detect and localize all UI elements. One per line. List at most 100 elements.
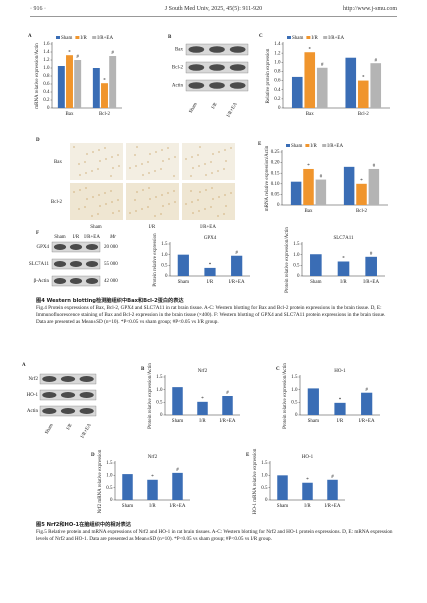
y-tick-label: 0.2 [274, 97, 281, 102]
ihc-image [70, 143, 123, 180]
legend-swatch [56, 36, 60, 39]
blot-band [85, 261, 99, 267]
stain-dot [198, 165, 200, 167]
stain-dot [86, 198, 88, 200]
significance-mark: # [320, 175, 323, 180]
significance-mark: * [339, 398, 342, 403]
y-tick-label: 1.2 [274, 51, 281, 56]
y-tick-label: 0 [165, 274, 168, 279]
x-tick-label: Bcl-2 [356, 209, 368, 214]
bar [290, 181, 302, 205]
bar [109, 56, 117, 108]
bar [315, 179, 327, 205]
significance-mark: # [76, 55, 79, 60]
blot-band [79, 408, 94, 414]
x-tick-label: I/R [340, 280, 347, 285]
stain-dot [129, 212, 131, 214]
blot-band [209, 46, 225, 53]
stain-dot [174, 201, 176, 203]
stain-dot [92, 196, 94, 198]
significance-mark: # [176, 468, 179, 473]
y-tick-label: 0 [277, 203, 280, 208]
stain-dot [79, 174, 81, 176]
y-tick-label: 0.4 [274, 88, 281, 93]
significance-mark: * [209, 263, 212, 268]
y-axis-label: Protein relative expression/Actin [285, 227, 290, 293]
stain-dot [192, 167, 194, 169]
bar [277, 475, 288, 500]
y-tick-label: 1.0 [161, 253, 168, 258]
row-label: Bcl-2 [51, 200, 63, 205]
y-tick-label: 1.4 [274, 42, 281, 47]
legend-swatch [75, 36, 80, 39]
chart-title: HO-1 [302, 455, 314, 460]
blot-band [42, 408, 57, 414]
panel-letter: D [36, 138, 40, 143]
stain-dot [204, 208, 206, 210]
significance-mark: * [68, 50, 71, 55]
stain-dot [134, 199, 136, 201]
significance-mark: # [235, 251, 238, 256]
ihc-image [182, 143, 235, 180]
bar [316, 67, 328, 108]
legend-label: I/R [310, 144, 317, 149]
bar [122, 474, 133, 500]
stain-dot [212, 198, 214, 200]
column-label: I/R [211, 101, 219, 110]
row-label: SLC7A11 [29, 262, 50, 267]
weight-label: 42 000 [104, 279, 118, 284]
stain-dot [112, 212, 114, 214]
stain-dot [91, 215, 93, 217]
bar [310, 254, 322, 276]
stain-dot [199, 191, 201, 193]
chart-title: SLC7A11 [333, 236, 354, 241]
blot-band [209, 64, 225, 71]
blot-band [60, 408, 76, 414]
bar [291, 76, 303, 108]
column-label: Sham [90, 225, 102, 230]
stain-dot [97, 213, 99, 215]
caption: 图5 Nrf2和HO-1在脑组织中的相对表达 Fig.5 Relative pr… [36, 522, 396, 543]
y-tick-label: 1.5 [106, 461, 113, 466]
panel-letter: C [276, 367, 280, 372]
x-tick-label: I/R+EA [220, 419, 236, 424]
url: http://www.j-smu.com [343, 6, 397, 12]
blot-band [53, 261, 67, 267]
stain-dot [129, 167, 131, 169]
y-tick-label: 0.6 [274, 79, 281, 84]
blot-band [229, 64, 246, 71]
stain-dot [99, 160, 101, 162]
panel-letter: D [91, 453, 95, 458]
stain-dot [199, 146, 201, 148]
blot-band [53, 244, 67, 250]
bar [304, 52, 316, 108]
stain-dot [211, 172, 213, 174]
stain-dot [190, 190, 192, 192]
stain-dot [86, 153, 88, 155]
stain-dot [225, 205, 227, 207]
bar [74, 60, 82, 108]
stain-dot [154, 170, 156, 172]
column-label: Sham [54, 235, 66, 240]
stain-dot [197, 154, 199, 156]
stain-dot [230, 192, 232, 194]
x-tick-label: Bax [306, 112, 315, 117]
stain-dot [212, 153, 214, 155]
blot-band [53, 278, 67, 284]
legend-label: I/R+EA [327, 144, 343, 149]
stain-dot [84, 161, 86, 163]
stain-dot [160, 168, 162, 170]
stain-dot [174, 156, 176, 158]
stain-dot [230, 147, 232, 149]
stain-dot [162, 205, 164, 207]
x-tick-label: Bcl-2 [99, 112, 111, 117]
y-tick-label: 0.8 [274, 70, 281, 75]
x-tick-label: Sham [178, 280, 190, 285]
stain-dot [197, 199, 199, 201]
bar [334, 402, 346, 415]
legend-swatch [287, 36, 291, 39]
x-tick-label: Bax [65, 112, 74, 117]
blot-band [85, 278, 99, 284]
stain-dot [135, 165, 137, 167]
